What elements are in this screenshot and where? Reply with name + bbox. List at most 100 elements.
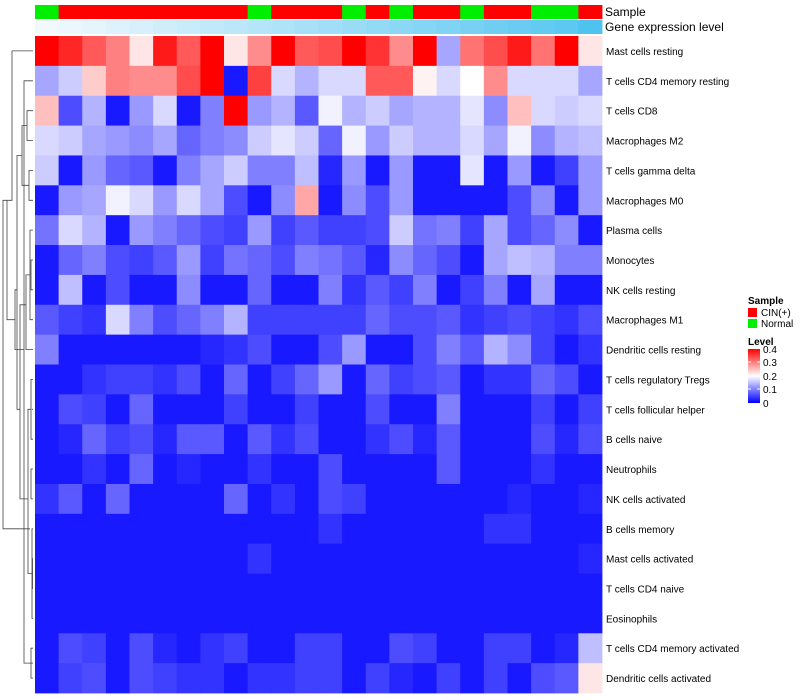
heatmap-cell xyxy=(271,185,296,216)
heatmap-cell xyxy=(483,633,508,664)
heatmap-cell xyxy=(153,394,178,425)
heatmap-cell xyxy=(58,245,83,276)
dendrogram-branch xyxy=(6,50,15,321)
heatmap-cell xyxy=(105,394,130,425)
heatmap-cell xyxy=(224,95,249,126)
expression-track-cell xyxy=(82,20,107,34)
heatmap-cell xyxy=(483,513,508,545)
heatmap-cell xyxy=(413,215,438,246)
heatmap-cell xyxy=(507,65,532,97)
heatmap-cell xyxy=(365,424,390,455)
heatmap-cell xyxy=(129,274,154,306)
heatmap-cell xyxy=(224,155,249,186)
heatmap-cell xyxy=(342,95,367,126)
expression-track-cell xyxy=(129,20,154,34)
heatmap-cell xyxy=(294,65,319,97)
heatmap-cell xyxy=(271,215,296,246)
expression-track-cell xyxy=(507,20,532,34)
heatmap-cell xyxy=(58,215,83,246)
heatmap-cell xyxy=(554,483,579,515)
heatmap-cell xyxy=(507,454,532,485)
heatmap-cell xyxy=(153,633,178,664)
heatmap-cell xyxy=(460,215,485,246)
heatmap-cell xyxy=(318,274,343,306)
heatmap-cell xyxy=(507,36,532,67)
heatmap-cell xyxy=(200,245,225,276)
heatmap-cell xyxy=(554,36,579,67)
heatmap-cell xyxy=(153,125,178,156)
heatmap-cell xyxy=(58,364,83,395)
legend-label-cin: CIN(+) xyxy=(761,308,791,319)
legend-level-tick: 0.1 xyxy=(763,385,777,396)
heatmap-cell xyxy=(389,125,414,156)
row-label: Mast cells activated xyxy=(606,555,693,566)
heatmap-cell xyxy=(554,603,579,634)
heatmap-cell xyxy=(35,483,60,515)
heatmap-cell xyxy=(318,185,343,216)
heatmap-cell xyxy=(578,483,603,515)
heatmap-cell xyxy=(153,603,178,634)
heatmap-cell xyxy=(35,424,60,455)
sample-track-cell xyxy=(554,5,579,19)
heatmap-cell xyxy=(460,424,485,455)
heatmap-cell xyxy=(200,454,225,485)
heatmap-cell xyxy=(35,245,60,276)
heatmap-cell xyxy=(105,364,130,395)
heatmap-cell xyxy=(35,603,60,634)
heatmap-cell xyxy=(224,65,249,97)
heatmap-cell xyxy=(365,185,390,216)
heatmap-cell xyxy=(105,185,130,216)
heatmap-cell xyxy=(271,483,296,515)
heatmap-cell xyxy=(365,483,390,515)
heatmap-cell xyxy=(82,36,107,67)
heatmap-cell xyxy=(365,155,390,186)
heatmap-cell xyxy=(294,454,319,485)
heatmap-cell xyxy=(554,95,579,126)
heatmap-cell xyxy=(35,95,60,126)
expression-track-cell xyxy=(247,20,272,34)
heatmap-cell xyxy=(271,125,296,156)
heatmap-cell xyxy=(176,543,201,574)
heatmap-cell xyxy=(531,513,556,545)
heatmap-cell xyxy=(483,573,508,604)
heatmap-cell xyxy=(58,483,83,515)
dendrogram-branch xyxy=(32,558,33,589)
heatmap-cell xyxy=(389,424,414,455)
heatmap-cell xyxy=(460,543,485,574)
heatmap-cell xyxy=(58,334,83,365)
heatmap-cell xyxy=(294,513,319,545)
row-label: Eosinophils xyxy=(606,614,657,625)
heatmap-cell xyxy=(413,424,438,455)
expression-track-cell xyxy=(224,20,249,34)
heatmap-cell xyxy=(82,543,107,574)
heatmap-cell xyxy=(318,65,343,97)
heatmap-cell xyxy=(224,633,249,664)
heatmap-cell xyxy=(578,394,603,425)
heatmap-cell xyxy=(82,394,107,425)
heatmap-cell xyxy=(389,65,414,97)
heatmap-cell xyxy=(153,364,178,395)
heatmap-cell xyxy=(365,304,390,336)
expression-track-cell xyxy=(35,20,60,34)
heatmap-cell xyxy=(342,603,367,634)
heatmap-cell xyxy=(531,334,556,365)
heatmap-cell xyxy=(342,663,367,694)
heatmap-cell xyxy=(247,304,272,336)
heatmap-cell xyxy=(176,663,201,694)
sample-track-cell xyxy=(247,5,272,19)
heatmap-cell xyxy=(389,364,414,395)
heatmap-cell xyxy=(105,155,130,186)
heatmap-cell xyxy=(82,603,107,634)
heatmap-cell xyxy=(483,245,508,276)
heatmap-cell xyxy=(294,274,319,306)
heatmap-cell xyxy=(483,215,508,246)
heatmap-cell xyxy=(176,125,201,156)
heatmap-cell xyxy=(365,633,390,664)
heatmap-cell xyxy=(460,65,485,97)
heatmap-cell xyxy=(531,454,556,485)
heatmap-cell xyxy=(224,573,249,604)
heatmap-cell xyxy=(129,155,154,186)
heatmap-cell xyxy=(507,483,532,515)
heatmap-cell xyxy=(342,573,367,604)
heatmap-cell xyxy=(413,155,438,186)
